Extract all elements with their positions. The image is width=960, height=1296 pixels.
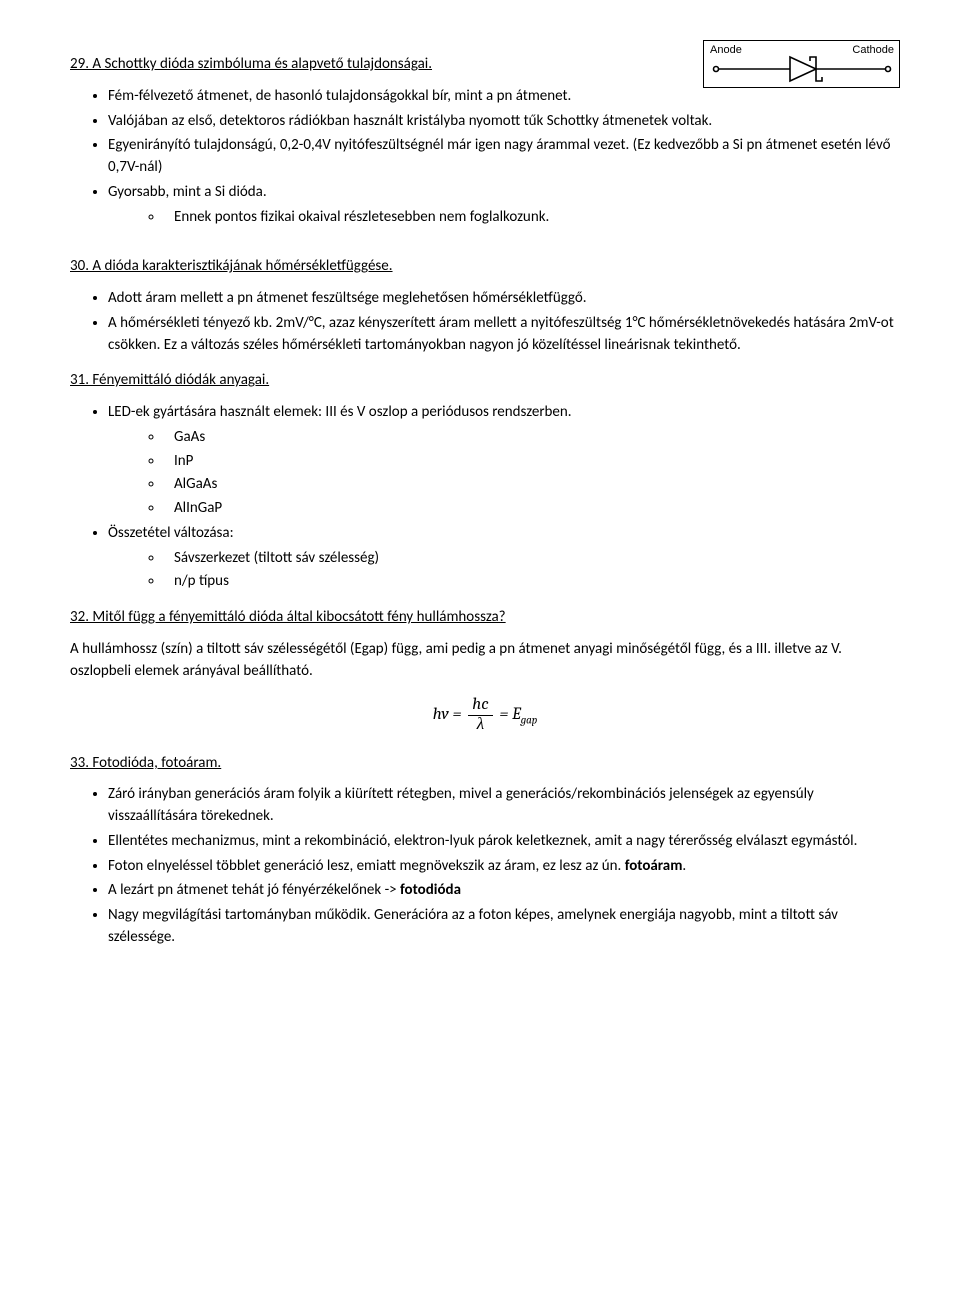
list-item: Záró irányban generációs áram folyik a k… [108, 784, 900, 828]
list-item: Fém-félvezető átmenet, de hasonló tulajd… [108, 86, 900, 108]
formula-denominator: λ [468, 716, 492, 735]
list-item: n/p típus [164, 571, 900, 593]
heading-33: 33. Fotodióda, fotoáram. [70, 753, 900, 775]
formula-numerator: hc [468, 696, 492, 716]
heading-31: 31. Fényemittáló diódák anyagai. [70, 370, 900, 392]
list-33: Záró irányban generációs áram folyik a k… [70, 784, 900, 948]
schottky-symbol-figure: Anode Cathode [703, 40, 900, 88]
list-item: Egyenirányító tulajdonságú, 0,2-0,4V nyi… [108, 135, 900, 179]
list-item: Foton elnyeléssel többlet generáció lesz… [108, 856, 900, 878]
formula-lhs: hv [433, 705, 449, 724]
list-item: A lezárt pn átmenet tehát jó fényérzékel… [108, 880, 900, 902]
formula-fraction: hc λ [468, 696, 492, 734]
list-30: Adott áram mellett a pn átmenet feszülts… [70, 288, 900, 356]
text: A lezárt pn átmenet tehát jó fényérzékel… [108, 881, 400, 899]
sublist-31b: Sávszerkezet (tiltott sáv szélesség) n/p… [108, 548, 900, 594]
bold-fotodioda: fotodióda [400, 881, 461, 899]
list-item: Adott áram mellett a pn átmenet feszülts… [108, 288, 900, 310]
list-item: Valójában az első, detektoros rádiókban … [108, 111, 900, 133]
text: Foton elnyeléssel többlet generáció lesz… [108, 857, 625, 875]
sublist-31a: GaAs InP AlGaAs AlInGaP [108, 427, 900, 520]
list-item: Gyorsabb, mint a Si dióda. [108, 182, 900, 204]
list-item: Összetétel változása: [108, 523, 900, 545]
list-item: Ennek pontos fizikai okaival részleteseb… [164, 207, 900, 229]
list-item: LED-ek gyártására használt elemek: III é… [108, 402, 900, 424]
text: . [682, 857, 686, 875]
list-29: Fém-félvezető átmenet, de hasonló tulajd… [70, 86, 900, 229]
sublist-29: Ennek pontos fizikai okaival részleteseb… [108, 207, 900, 229]
list-item: Nagy megvilágítási tartományban működik.… [108, 905, 900, 949]
list-item: InP [164, 451, 900, 473]
bold-fotoaram: fotoáram [625, 857, 683, 875]
formula-egap: hv = hc λ = Egap [70, 696, 900, 734]
list-item: AlInGaP [164, 498, 900, 520]
list-item: GaAs [164, 427, 900, 449]
list-item: A hőmérsékleti tényező kb. 2mV/°C, azaz … [108, 313, 900, 357]
paragraph-32: A hullámhossz (szín) a tiltott sáv széle… [70, 639, 900, 683]
heading-30: 30. A dióda karakterisztikájának hőmérsé… [70, 256, 900, 278]
formula-rhs-sub: gap [521, 714, 538, 727]
list-item: AlGaAs [164, 474, 900, 496]
heading-32: 32. Mitől függ a fényemittáló dióda álta… [70, 607, 900, 629]
list-31: LED-ek gyártására használt elemek: III é… [70, 402, 900, 593]
schottky-svg [704, 41, 899, 87]
list-item: Sávszerkezet (tiltott sáv szélesség) [164, 548, 900, 570]
formula-rhs-base: E [512, 705, 521, 724]
list-item: Ellentétes mechanizmus, mint a rekombiná… [108, 831, 900, 853]
